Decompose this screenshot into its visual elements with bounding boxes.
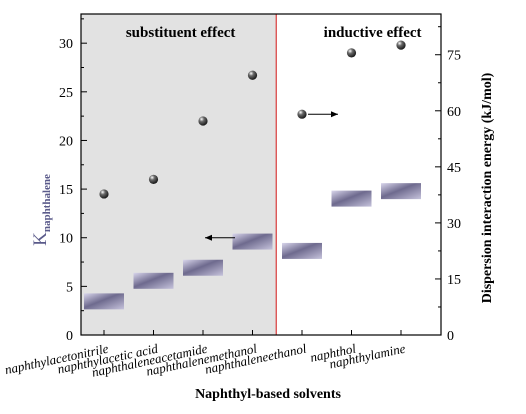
right-axis-ticks: 0 15 30 45 60 75: [435, 26, 461, 344]
dispersion-bar: [183, 259, 223, 276]
left-tick-label: 20: [59, 134, 73, 149]
right-tick-label: 45: [447, 161, 461, 176]
series-k-points: [99, 40, 406, 199]
right-tick-label: 75: [447, 49, 461, 64]
left-axis-ticks: 0 5 10 15 20 25 30: [59, 18, 87, 344]
k-point: [198, 116, 208, 126]
plot-frame: [80, 13, 442, 336]
dispersion-bar: [282, 242, 322, 259]
region-label-inductive: inductive effect: [324, 25, 422, 41]
left-tick-label: 10: [59, 232, 73, 247]
right-tick-label: 60: [447, 105, 461, 120]
arrow-head: [205, 234, 212, 241]
x-axis-label: Naphthyl-based solvents: [195, 387, 341, 402]
k-point: [297, 109, 307, 119]
left-tick-label: 0: [66, 329, 73, 344]
region-substituent-shading: [81, 14, 277, 335]
series-dispersion-bars: [84, 183, 421, 310]
dispersion-bar: [84, 293, 124, 310]
arrow-head: [331, 111, 338, 118]
dispersion-bar: [232, 233, 273, 250]
k-point: [247, 70, 258, 80]
k-point: [148, 174, 159, 184]
dispersion-bar: [331, 190, 372, 207]
left-axis-label-subscript: naphthalene: [41, 174, 53, 232]
left-axis-label: Knaphthalene: [30, 174, 53, 246]
dispersion-bar: [133, 272, 174, 289]
annotation-arrows: [205, 111, 338, 241]
k-point: [396, 40, 406, 50]
region-label-substituent: substituent effect: [126, 25, 236, 41]
right-axis-label: Dispersion interaction energy (kJ/mol): [480, 72, 495, 303]
right-tick-label: 0: [447, 329, 454, 344]
left-tick-label: 5: [66, 280, 73, 295]
right-tick-label: 15: [447, 273, 461, 288]
left-tick-label: 25: [59, 86, 73, 101]
k-point: [99, 189, 109, 199]
plot-border: [80, 13, 442, 336]
k-point: [346, 48, 357, 58]
left-tick-label: 30: [59, 37, 73, 52]
right-tick-label: 30: [447, 217, 461, 232]
dispersion-bar: [381, 183, 421, 200]
left-tick-label: 15: [59, 183, 73, 198]
